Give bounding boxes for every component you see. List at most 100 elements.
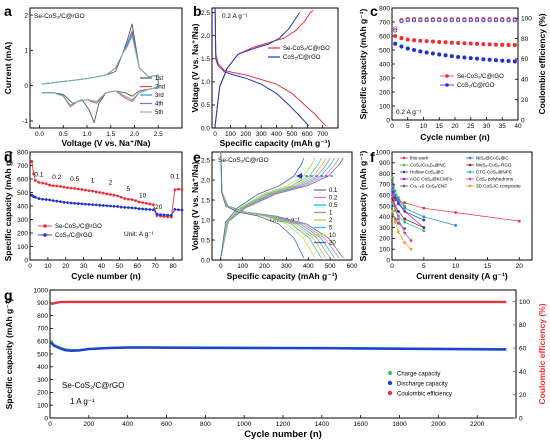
panel-c-y2label: Coulombic efficiency (%)	[537, 13, 547, 114]
data-point	[468, 56, 473, 61]
panel-e-ytick-label: 0.5	[201, 237, 210, 244]
data-point	[32, 172, 35, 176]
panel-e-sample-label: Se-CoS₂/C@rGO	[218, 157, 269, 164]
data-point	[73, 187, 77, 190]
panel-e-ytick-label: 2.0	[201, 177, 210, 184]
rate-label: 1	[91, 177, 95, 184]
panel-d-label: d	[4, 149, 13, 165]
gcd-curve	[214, 9, 314, 126]
panel-g-xtick-label: 1800	[392, 421, 407, 428]
panel-f-ytick-label: 900	[379, 160, 390, 167]
cv-curve-1st	[41, 23, 159, 124]
data-point	[119, 195, 123, 199]
panel-a-series	[41, 23, 159, 124]
data-point	[130, 206, 134, 210]
data-point	[506, 59, 511, 64]
panel-e-xtick-label: 200	[259, 263, 270, 270]
comparison-curve	[392, 211, 412, 250]
data-point	[69, 201, 73, 205]
data-point	[98, 203, 102, 207]
data-point	[173, 207, 177, 211]
data-point	[141, 207, 145, 211]
data-point	[177, 187, 180, 191]
panel-d-xtick-label: 10	[44, 263, 52, 270]
data-point	[418, 49, 423, 54]
panel-b-ytick-label: 0.0	[201, 125, 210, 132]
charge-curve	[220, 157, 305, 259]
data-point	[474, 56, 480, 61]
panel-c-ytick-label: 600	[379, 33, 390, 40]
panel-g-legend: Charge capacity Discharge capacity Coulomb…	[387, 370, 452, 398]
arrow-head	[296, 173, 302, 179]
cycle-band	[50, 300, 507, 306]
data-point	[493, 42, 499, 47]
data-point	[80, 202, 84, 206]
panel-f-ytick-label: 400	[379, 214, 390, 221]
data-point	[403, 201, 407, 205]
panel-a-frame	[29, 7, 183, 129]
data-point	[481, 18, 486, 23]
data-point	[55, 184, 59, 188]
data-point	[411, 38, 417, 43]
data-point	[180, 188, 184, 191]
data-point	[456, 54, 461, 60]
panel-c-right-ytick-label: 0	[521, 117, 525, 124]
legend-marker	[402, 163, 406, 167]
discharge-curve	[220, 152, 322, 259]
data-point	[493, 58, 499, 63]
data-point	[66, 186, 69, 190]
panel-e-yticks: 0.0 0.5 1.0 1.5 2.0 2.5	[201, 157, 215, 264]
data-point	[403, 220, 407, 224]
panel-g-xtick-label: 1000	[237, 421, 252, 428]
panel-c-xtick-label: 40	[514, 123, 522, 130]
data-point	[41, 197, 44, 201]
data-point	[177, 208, 180, 212]
data-point	[512, 59, 517, 64]
panel-f-ytick-label: 800	[379, 171, 390, 178]
data-point	[173, 188, 177, 192]
data-point	[422, 215, 426, 219]
panel-f-xlabel: Current density (A g⁻¹)	[416, 271, 508, 281]
legend-label-2nd: 2nd	[155, 85, 165, 91]
panel-b-ytick-label: 1.0	[201, 79, 210, 86]
panel-a-ytick-label: 2	[24, 12, 28, 19]
legend-label: CoS₂ polyhedrons	[476, 177, 514, 182]
data-point	[162, 213, 166, 217]
data-point	[443, 53, 448, 58]
data-point	[403, 210, 407, 213]
data-point	[430, 51, 436, 56]
data-point	[87, 189, 91, 193]
data-point	[393, 26, 398, 31]
panel-e-xtick-label: 0	[219, 263, 223, 270]
data-point	[512, 43, 517, 48]
panel-c-right-ytick-label: 40	[521, 77, 529, 84]
data-point	[399, 36, 404, 41]
data-point	[62, 185, 66, 189]
legend-label: Se-CoS₂/C@rGO	[55, 224, 102, 230]
data-point	[105, 192, 109, 196]
panel-c-right-ytick-label: 80	[521, 36, 529, 43]
panel-c-ytick-label: 0	[386, 117, 390, 124]
legend-label: 2	[329, 218, 333, 224]
panel-g-xticks: 0 200 400 600 800 1000 1200 1400 1600 1800 2000 220…	[48, 415, 485, 428]
legend-label-4th: 4th	[155, 102, 163, 108]
panel-b-xtick-label: 300	[256, 131, 267, 138]
data-point	[487, 57, 492, 62]
rate-label: 2	[109, 179, 113, 186]
legend-label: 3D CoS₂/C composite	[476, 184, 521, 189]
panel-c-xtick-label: 15	[436, 123, 444, 130]
legend-label-5th: 5th	[155, 110, 163, 116]
charge-curve	[220, 157, 327, 259]
gcd-curve	[214, 8, 327, 127]
panel-g-sample-label: Se-CoS₂/C@rGO	[62, 381, 124, 390]
panel-f-xtick-label: 15	[484, 263, 492, 270]
gcd-curve	[214, 8, 310, 127]
comparison-curve	[392, 184, 425, 228]
panel-f-ytick-label: 600	[379, 193, 390, 200]
panel-b-xtick-label: 600	[302, 131, 313, 138]
data-point	[449, 54, 454, 59]
panel-g-ytick-label: 0	[44, 415, 48, 422]
data-point	[166, 213, 170, 217]
panel-e-ytick-label: 0.0	[201, 257, 210, 264]
